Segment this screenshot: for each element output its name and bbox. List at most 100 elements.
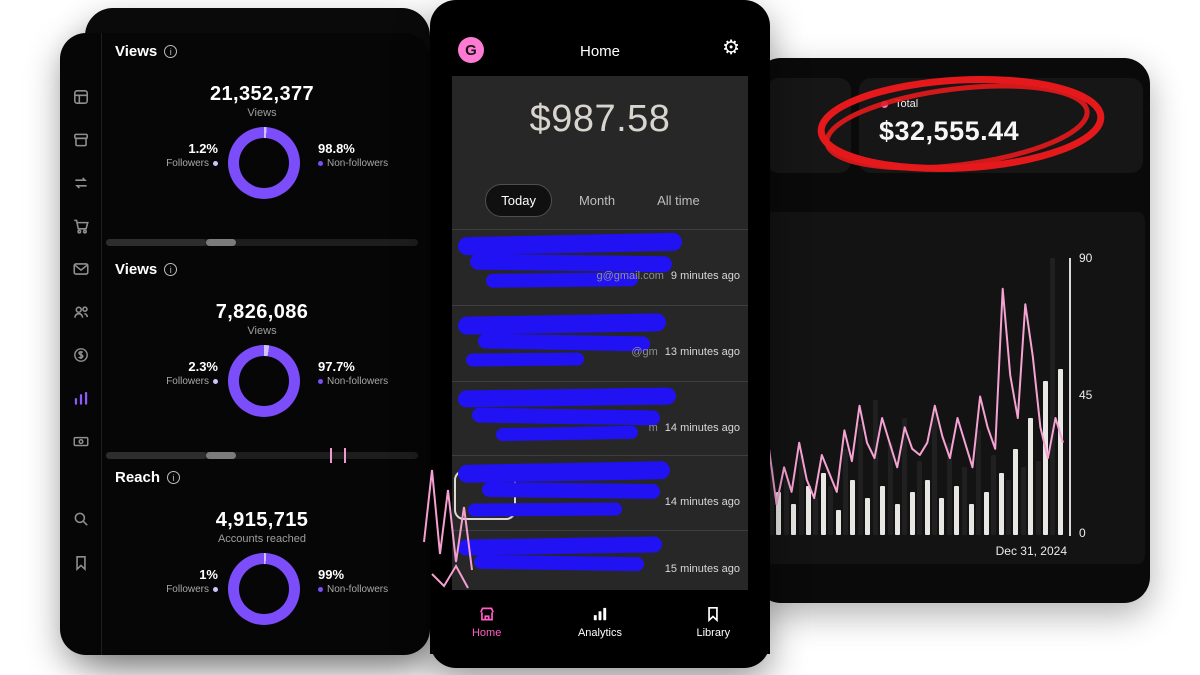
library-icon [708,606,719,623]
section-title: Reach [115,469,161,486]
transaction-row[interactable]: @gm 13 minutes ago [452,306,748,382]
chart-bar [1013,448,1019,535]
chart-bar [1020,467,1026,535]
info-icon[interactable]: i [164,45,178,58]
y-tick-label: 0 [1079,526,1086,540]
donut-hole [239,356,289,406]
transaction-row[interactable]: 15 minutes ago [452,531,748,587]
chart-bar [954,485,960,535]
redaction-scribble [457,232,704,301]
chart-bar [1050,258,1056,535]
bookmark-icon[interactable] [72,554,90,572]
redaction-scribble [457,461,704,527]
donut-hole [239,138,289,188]
swap-icon[interactable] [72,174,90,192]
nonfollowers-dot-icon [318,379,323,384]
page-title: Home [579,43,620,60]
scribble-stroke [481,481,661,500]
tab-month[interactable]: Month [578,192,616,208]
tab-today[interactable]: Today [485,183,552,217]
nonfollowers-stat: 99% Non-followers [318,567,422,595]
chart-bar [857,424,863,535]
nonfollowers-pct: 99% [318,567,345,582]
chart-bar [806,485,812,535]
nonfollowers-pct: 98.8% [318,141,355,156]
followers-stat: 1.2% Followers [104,141,218,169]
scribble-stroke [457,536,663,556]
section-title: Views [115,43,158,60]
grid-icon[interactable] [72,88,90,106]
monetization-icon[interactable] [72,346,90,364]
donut-hole [239,564,289,614]
followers-stat: 2.3% Followers [104,359,218,387]
scrollbar-thumb[interactable] [206,239,236,246]
followers-dot-icon [213,379,218,384]
nav-label: Analytics [577,627,622,639]
chart-bar [902,418,908,535]
email-fragment: g@gmail.com [596,270,664,282]
chart-bar [961,467,967,535]
balance-amount: $987.58 [529,98,671,140]
scrollbar-thumb[interactable] [206,452,236,459]
chart-bar [968,504,974,535]
chart-bar [820,473,826,535]
nonfollowers-label: Non-followers [327,584,389,595]
transaction-row[interactable]: 14 minutes ago [452,456,748,531]
search-icon[interactable] [72,510,90,528]
followers-pct: 1% [199,567,218,582]
app-logo-icon[interactable]: G [458,37,484,63]
metric-value: 4,915,715 [215,509,309,531]
timestamp: 9 minutes ago [670,270,740,282]
metric-caption: Views [247,325,277,337]
chart-bar [769,467,774,535]
cart-icon[interactable] [72,217,90,235]
transaction-row[interactable]: m 14 minutes ago [452,382,748,456]
email-fragment: m [648,422,658,434]
scribble-stroke [457,313,667,335]
followers-dot-icon [213,161,218,166]
chart-bar [813,498,819,535]
chart-bar [798,454,804,535]
messages-icon[interactable] [72,260,90,278]
transactions-list: g@gmail.com 9 minutes ago @gm 13 minutes a… [452,230,748,587]
partial-stat-card [767,78,851,173]
settings-gear-icon[interactable]: ⚙ [722,37,740,59]
scribble-stroke [467,502,623,517]
info-icon[interactable]: i [167,471,181,484]
followers-pct: 2.3% [188,359,218,374]
chart-bar [783,479,789,535]
chart-bar [1057,368,1063,535]
section-title: Views [115,261,158,278]
nonfollowers-stat: 97.7% Non-followers [318,359,422,387]
home-icon [479,607,494,621]
donut-chart [228,345,300,417]
info-icon[interactable]: i [164,263,178,276]
total-revenue-card: Total $32,555.44 [859,78,1143,173]
nav-home[interactable]: Home [430,590,543,654]
scribble-stroke [457,461,671,483]
donut-chart [228,127,300,199]
metric-caption: Accounts reached [217,533,307,545]
transaction-row[interactable]: g@gmail.com 9 minutes ago [452,230,748,306]
audience-icon[interactable] [72,303,90,321]
chart-bar [991,454,997,535]
orders-icon[interactable] [72,131,90,149]
phone-screen: $987.58 Today Month All time g@gmail.com… [452,76,748,590]
chart-bar [1006,479,1011,535]
timestamp: 15 minutes ago [664,563,740,575]
payouts-icon[interactable] [72,432,90,450]
tab-all-time[interactable]: All time [657,192,700,208]
insights-icon[interactable] [72,389,90,407]
scribble-stroke [457,387,677,408]
scrollbar-track[interactable] [106,448,418,463]
chart-bar [939,498,945,535]
revenue-panel: Total $32,555.44 90 45 0 Dec 31, 2024 [755,58,1150,603]
nav-library[interactable]: Library [657,590,770,654]
email-fragment: @gm [631,346,658,358]
nonfollowers-dot-icon [318,161,323,166]
chart-bar [1028,418,1034,535]
nav-analytics[interactable]: Analytics [543,590,656,654]
scrollbar-track[interactable] [106,239,418,246]
timestamp: 14 minutes ago [664,422,740,434]
total-value: $32,555.44 [879,116,1020,146]
